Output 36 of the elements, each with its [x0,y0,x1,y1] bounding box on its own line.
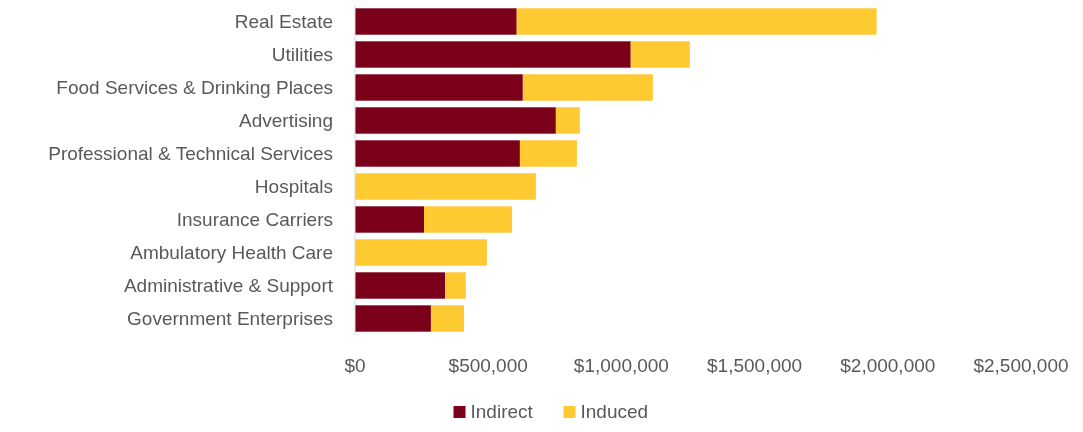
y-tick-label: Utilities [271,44,333,66]
bar [355,8,517,35]
bar [355,305,431,332]
bar [445,272,466,299]
bar [516,8,877,35]
x-tick-label: $1,000,000 [573,355,669,376]
y-tick-label: Hospitals [254,176,333,198]
bar [355,41,631,68]
bar [355,206,424,233]
bar [430,305,464,332]
x-tick-label: $2,500,000 [973,355,1069,376]
x-tick-label: $500,000 [448,355,528,376]
x-tick-label: $0 [344,355,366,376]
bar [355,140,520,167]
y-tick-label: Real Estate [234,11,333,33]
legend-label: Indirect [470,401,534,422]
bar [519,140,577,167]
bar [555,107,580,134]
bar [355,239,487,266]
bar [355,107,556,134]
x-tick-label: $1,500,000 [707,355,803,376]
y-tick-label: Administrative & Support [123,275,334,297]
x-tick-label: $2,000,000 [840,355,936,376]
y-tick-label: Ambulatory Health Care [130,242,333,264]
y-tick-label: Advertising [239,110,333,132]
y-tick-label: Government Enterprises [127,308,333,330]
y-tick-label: Professional & Technical Services [48,143,333,165]
bar [355,74,523,101]
bar [355,173,536,200]
legend-label: Induced [580,401,649,422]
y-tick-label: Food Services & Drinking Places [56,77,333,99]
bar [630,41,690,68]
y-tick-label: Insurance Carriers [176,209,333,231]
bar [522,74,653,101]
bar [424,206,512,233]
bar [355,272,446,299]
